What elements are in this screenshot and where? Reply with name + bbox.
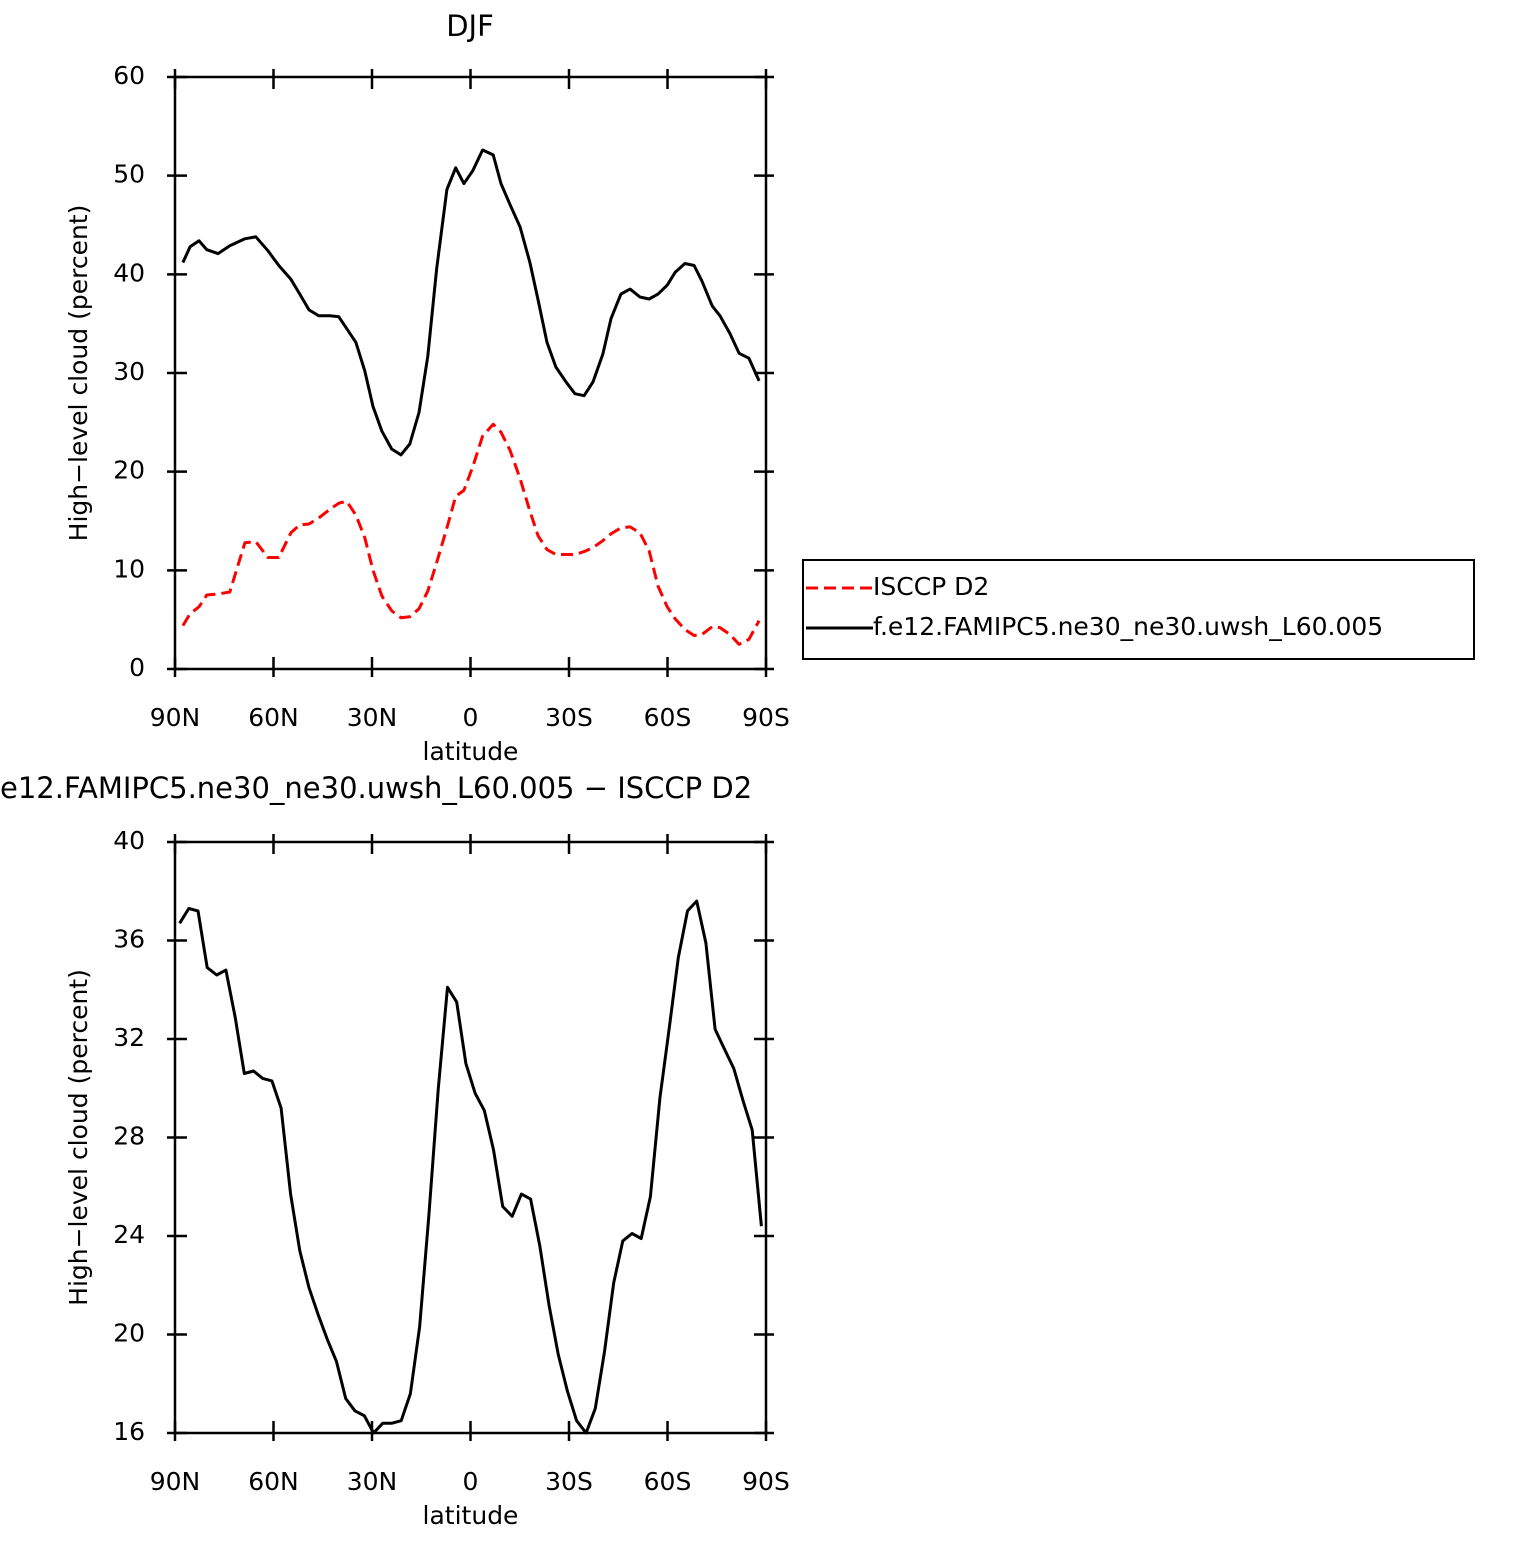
legend-label: ISCCP D2 xyxy=(873,572,989,601)
y-axis-label: High−level cloud (percent) xyxy=(64,205,93,542)
x-axis-label: latitude xyxy=(423,737,519,766)
x-tick-label: 0 xyxy=(463,1467,479,1496)
legend-label: f.e12.FAMIPC5.ne30_ne30.uwsh_L60.005 xyxy=(873,612,1383,641)
data-line xyxy=(178,899,763,1435)
x-tick-label: 60N xyxy=(248,1467,299,1496)
x-axis-label: latitude xyxy=(423,1501,519,1530)
y-tick-label: 20 xyxy=(113,456,145,485)
legend-box xyxy=(802,559,1475,660)
chart-title: DJF xyxy=(446,9,494,43)
y-tick-label: 0 xyxy=(129,653,145,682)
y-tick-label: 50 xyxy=(113,160,145,189)
x-tick-label: 30N xyxy=(347,1467,398,1496)
y-tick-label: 36 xyxy=(113,925,145,954)
x-tick-label: 30S xyxy=(545,703,593,732)
y-tick-label: 40 xyxy=(113,258,145,287)
x-tick-label: 90N xyxy=(150,703,201,732)
plot-frame xyxy=(173,75,768,671)
y-tick-label: 32 xyxy=(113,1023,145,1052)
x-tick-label: 90S xyxy=(742,1467,790,1496)
plot-frame xyxy=(173,840,768,1435)
x-tick-label: 90N xyxy=(150,1467,201,1496)
x-tick-label: 60N xyxy=(248,703,299,732)
x-tick-label: 90S xyxy=(742,703,790,732)
y-tick-label: 20 xyxy=(113,1319,145,1348)
data-line xyxy=(181,422,761,646)
x-tick-label: 0 xyxy=(463,703,479,732)
y-tick-label: 24 xyxy=(113,1220,145,1249)
y-tick-label: 10 xyxy=(113,554,145,583)
x-tick-label: 60S xyxy=(644,703,692,732)
x-tick-label: 60S xyxy=(644,1467,692,1496)
y-tick-label: 40 xyxy=(113,826,145,855)
y-tick-label: 30 xyxy=(113,357,145,386)
x-tick-label: 30S xyxy=(545,1467,593,1496)
y-tick-label: 28 xyxy=(113,1122,145,1151)
y-tick-label: 60 xyxy=(113,61,145,90)
y-tick-label: 16 xyxy=(113,1417,145,1446)
chart-title: e12.FAMIPC5.ne30_ne30.uwsh_L60.005 − ISC… xyxy=(0,771,752,805)
y-axis-label: High−level cloud (percent) xyxy=(64,969,93,1306)
data-line xyxy=(181,148,761,457)
x-tick-label: 30N xyxy=(347,703,398,732)
